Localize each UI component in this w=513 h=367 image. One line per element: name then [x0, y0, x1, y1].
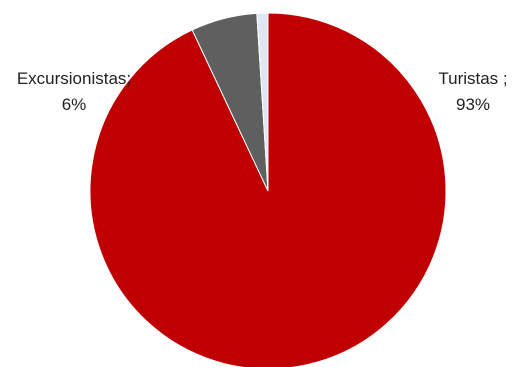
pie-slices [89, 12, 447, 367]
pie-slice-other-2 [256, 12, 269, 192]
turistas-label-value: 93% [456, 95, 490, 114]
pie-slice-turistas [89, 12, 447, 367]
excursionistas-label-name: Excursionistas; [17, 69, 131, 88]
turistas-label-name: Turistas ; [438, 69, 507, 88]
excursionistas-label-value: 6% [62, 95, 87, 114]
